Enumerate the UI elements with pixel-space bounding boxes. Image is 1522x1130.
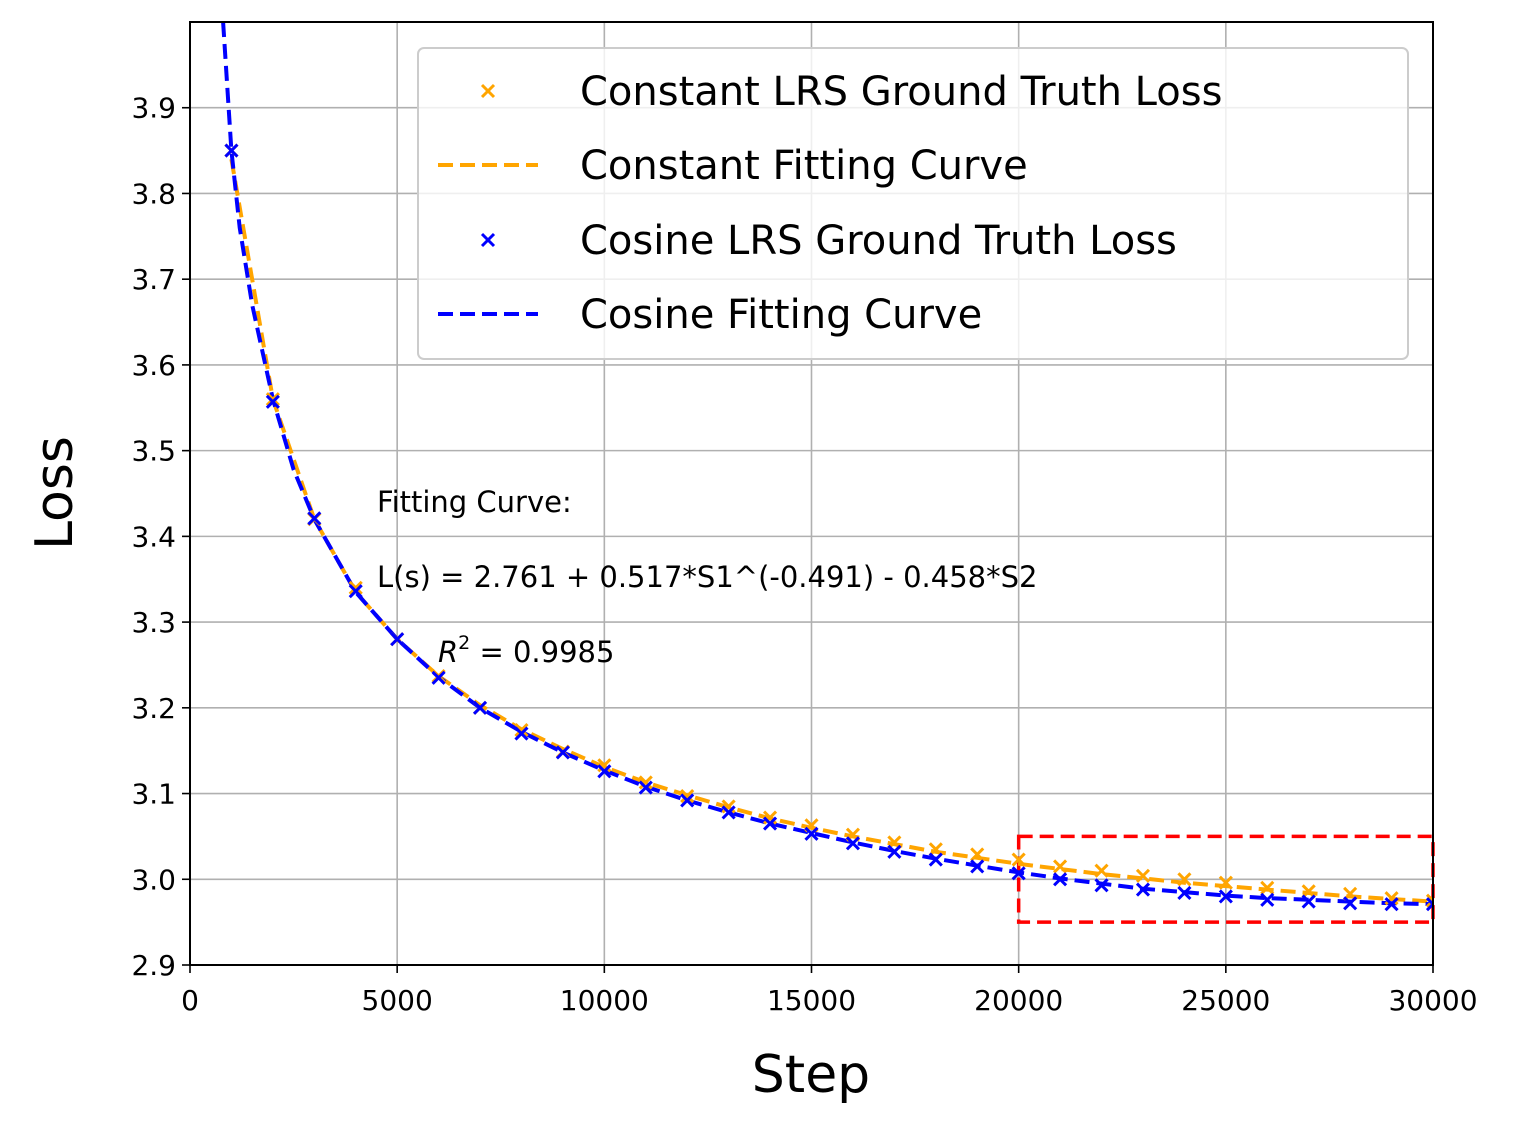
data-point bbox=[1384, 897, 1399, 912]
data-point bbox=[1094, 863, 1109, 878]
data-point bbox=[928, 852, 943, 867]
legend: Constant LRS Ground Truth Loss Constant … bbox=[417, 47, 1409, 360]
y-tick-label: 3.7 bbox=[131, 263, 176, 296]
data-point bbox=[1425, 897, 1433, 912]
legend-label-cosine-fit: Cosine Fitting Curve bbox=[580, 292, 982, 338]
y-tick-label: 3.0 bbox=[131, 863, 176, 896]
data-point bbox=[514, 723, 529, 738]
data-point bbox=[431, 670, 446, 685]
x-tick-label: 0 bbox=[181, 984, 199, 1017]
data-point bbox=[1011, 852, 1026, 867]
data-point bbox=[1094, 878, 1109, 893]
legend-marker bbox=[480, 232, 496, 248]
x-tick-label: 25000 bbox=[1181, 984, 1270, 1017]
data-point bbox=[348, 584, 363, 599]
data-point bbox=[970, 847, 985, 862]
data-point bbox=[887, 844, 902, 859]
data-point bbox=[680, 789, 695, 804]
data-point bbox=[1301, 894, 1316, 909]
data-point bbox=[638, 775, 653, 790]
y-tick-label: 3.5 bbox=[131, 435, 176, 468]
data-point bbox=[1218, 889, 1233, 904]
data-point bbox=[1260, 892, 1275, 907]
y-tick-label: 3.8 bbox=[131, 177, 176, 210]
y-tick-label: 3.2 bbox=[131, 692, 176, 725]
series-markers bbox=[224, 143, 1433, 912]
x-tick-label: 10000 bbox=[560, 984, 649, 1017]
data-point bbox=[1135, 868, 1151, 883]
data-point bbox=[390, 632, 405, 647]
data-point bbox=[348, 580, 363, 595]
y-tick-label: 3.3 bbox=[131, 606, 176, 639]
data-point bbox=[1301, 884, 1316, 899]
data-point bbox=[928, 842, 943, 857]
data-point bbox=[970, 859, 985, 874]
data-point bbox=[265, 392, 280, 407]
data-point bbox=[1177, 872, 1192, 887]
annotation-r-squared: R2 = 0.9985 bbox=[438, 632, 614, 669]
data-point bbox=[597, 764, 612, 779]
data-point bbox=[845, 836, 860, 851]
data-point bbox=[265, 394, 280, 409]
highlight-box-layer bbox=[1016, 834, 1435, 924]
data-point bbox=[680, 793, 695, 808]
annotation-fitting-title: Fitting Curve: bbox=[377, 485, 572, 519]
data-point bbox=[1260, 880, 1275, 895]
data-point bbox=[1011, 866, 1026, 881]
data-point bbox=[804, 826, 819, 841]
data-point bbox=[555, 745, 570, 760]
data-point bbox=[1177, 885, 1192, 901]
data-point bbox=[307, 511, 322, 526]
data-point bbox=[763, 816, 778, 831]
data-point bbox=[1135, 882, 1151, 897]
data-point bbox=[1425, 893, 1433, 908]
data-point bbox=[224, 143, 239, 158]
legend-label-constant-fit: Constant Fitting Curve bbox=[580, 143, 1028, 189]
axis-ticks: 0 5000 10000 15000 20000 25000 30000 2.9 3.0 3.1 3… bbox=[131, 92, 1477, 1017]
data-point bbox=[638, 780, 653, 795]
legend-label-cosine-gt: Cosine LRS Ground Truth Loss bbox=[580, 218, 1177, 264]
annotation-fitting-formula: L(s) = 2.761 + 0.517*S1^(-0.491) - 0.458… bbox=[377, 560, 1037, 594]
data-point bbox=[1053, 872, 1068, 887]
y-tick-label: 3.1 bbox=[131, 778, 176, 811]
data-point bbox=[514, 726, 529, 741]
highlight-box bbox=[1016, 834, 1435, 924]
data-point bbox=[1053, 859, 1068, 874]
data-point bbox=[1218, 875, 1233, 890]
x-tick-label: 30000 bbox=[1388, 984, 1477, 1017]
x-tick-label: 5000 bbox=[362, 984, 433, 1017]
data-point bbox=[721, 805, 736, 820]
data-point bbox=[1343, 896, 1358, 911]
x-tick-label: 15000 bbox=[767, 984, 856, 1017]
r2-value: = 0.9985 bbox=[470, 635, 614, 669]
y-tick-label: 3.9 bbox=[131, 92, 176, 125]
x-axis-title: Step bbox=[752, 1045, 870, 1105]
legend-label-constant-gt: Constant LRS Ground Truth Loss bbox=[580, 69, 1222, 115]
y-tick-label: 3.4 bbox=[131, 520, 176, 553]
legend-marker bbox=[480, 83, 496, 99]
r2-superscript: 2 bbox=[458, 632, 470, 654]
y-tick-label: 3.6 bbox=[131, 349, 176, 382]
y-tick-label: 2.9 bbox=[131, 949, 176, 982]
data-point bbox=[472, 700, 488, 715]
legend-frame bbox=[417, 47, 1409, 360]
legend-symbols bbox=[438, 83, 538, 316]
series-line bbox=[229, 158, 1433, 904]
y-axis-title: Loss bbox=[25, 436, 85, 550]
x-tick-label: 20000 bbox=[974, 984, 1063, 1017]
series-layer bbox=[221, 22, 1433, 912]
r2-symbol: R bbox=[438, 635, 458, 669]
